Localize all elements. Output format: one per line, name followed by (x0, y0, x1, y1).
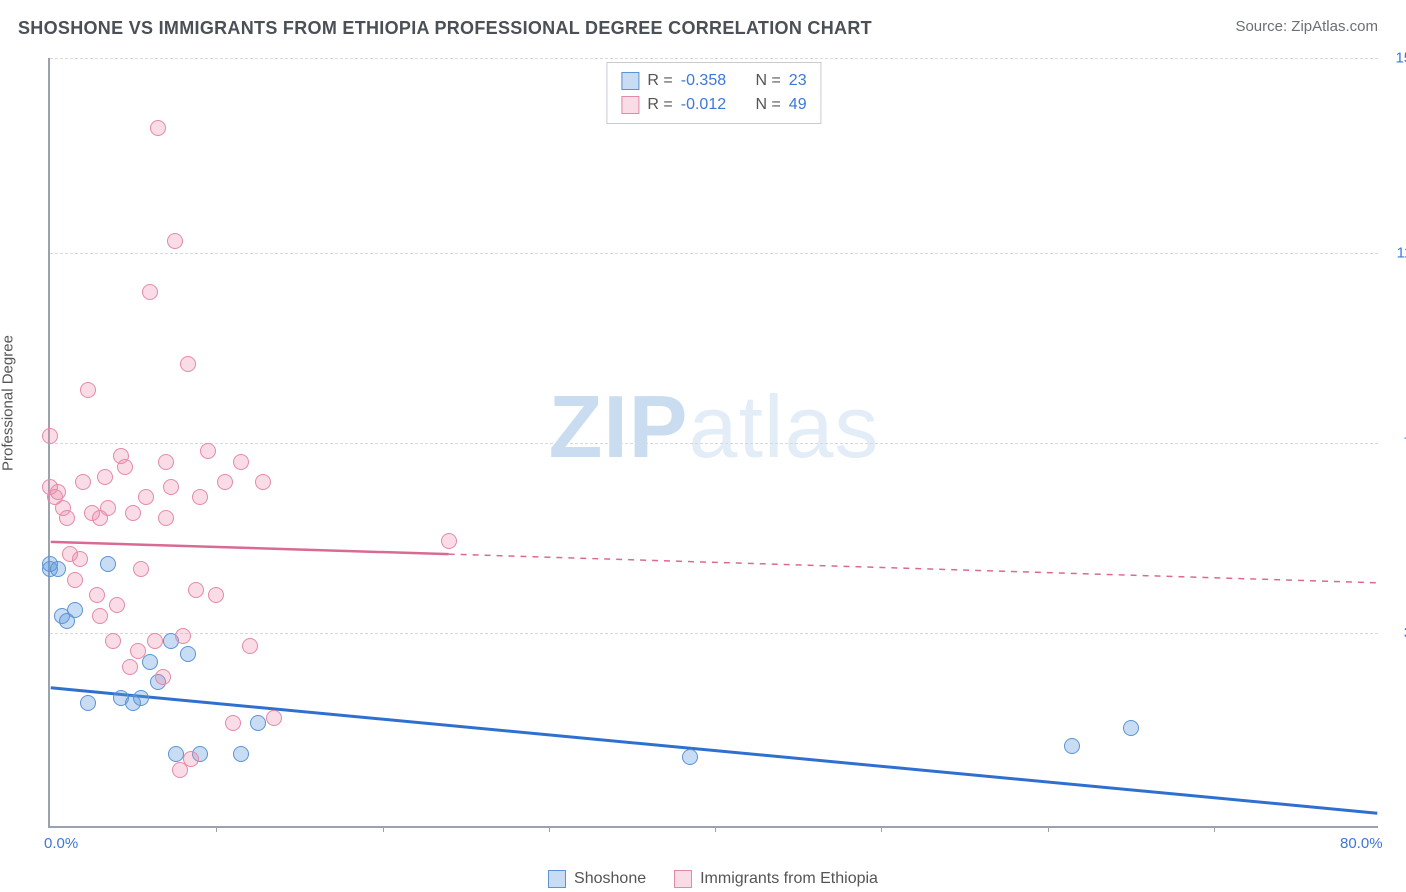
data-point (50, 484, 66, 500)
data-point (67, 572, 83, 588)
x-minor-tick (216, 826, 217, 832)
plot-area: ZIPatlas R = -0.358 N = 23R = -0.012 N =… (48, 58, 1378, 828)
n-value: 49 (789, 93, 807, 117)
stats-legend-row: R = -0.358 N = 23 (621, 69, 806, 93)
data-point (188, 582, 204, 598)
data-point (233, 746, 249, 762)
x-tick-label: 0.0% (44, 835, 78, 852)
data-point (150, 120, 166, 136)
trend-line-solid (51, 542, 449, 554)
legend-swatch (621, 72, 639, 90)
trend-line-dashed (449, 554, 1378, 583)
trend-lines-layer (50, 58, 1378, 826)
data-point (138, 489, 154, 505)
x-minor-tick (1214, 826, 1215, 832)
data-point (167, 233, 183, 249)
trend-line-solid (51, 688, 1378, 813)
x-minor-tick (881, 826, 882, 832)
data-point (155, 669, 171, 685)
data-point (142, 284, 158, 300)
data-point (89, 587, 105, 603)
bottom-legend-item: Immigrants from Ethiopia (674, 870, 878, 888)
data-point (59, 510, 75, 526)
data-point (175, 628, 191, 644)
data-point (147, 633, 163, 649)
n-label: N = (755, 93, 780, 117)
y-axis-label: Professional Degree (0, 335, 17, 471)
x-minor-tick (1048, 826, 1049, 832)
data-point (180, 356, 196, 372)
data-point (1064, 738, 1080, 754)
y-tick-label: 15.0% (1395, 50, 1406, 67)
x-minor-tick (383, 826, 384, 832)
data-point (168, 746, 184, 762)
r-label: R = (647, 69, 672, 93)
data-point (100, 556, 116, 572)
data-point (80, 382, 96, 398)
bottom-legend: Shoshone Immigrants from Ethiopia (48, 870, 1378, 888)
chart-title: SHOSHONE VS IMMIGRANTS FROM ETHIOPIA PRO… (18, 18, 872, 39)
data-point (72, 551, 88, 567)
data-point (255, 474, 271, 490)
data-point (105, 633, 121, 649)
data-point (125, 505, 141, 521)
data-point (109, 597, 125, 613)
legend-label: Immigrants from Ethiopia (700, 870, 878, 888)
x-minor-tick (715, 826, 716, 832)
stats-legend: R = -0.358 N = 23R = -0.012 N = 49 (606, 62, 821, 124)
legend-swatch (548, 870, 566, 888)
data-point (92, 608, 108, 624)
data-point (92, 510, 108, 526)
data-point (158, 510, 174, 526)
grid-line (50, 443, 1378, 444)
chart-container: Professional Degree ZIPatlas R = -0.358 … (0, 50, 1406, 892)
r-label: R = (647, 93, 672, 117)
data-point (242, 638, 258, 654)
data-point (50, 561, 66, 577)
x-minor-tick (549, 826, 550, 832)
data-point (441, 533, 457, 549)
data-point (75, 474, 91, 490)
data-point (133, 561, 149, 577)
r-value: -0.358 (681, 69, 726, 93)
data-point (42, 428, 58, 444)
data-point (225, 715, 241, 731)
source-label: Source: ZipAtlas.com (1235, 18, 1378, 35)
data-point (183, 751, 199, 767)
legend-swatch (674, 870, 692, 888)
stats-legend-row: R = -0.012 N = 49 (621, 93, 806, 117)
data-point (122, 659, 138, 675)
legend-label: Shoshone (574, 870, 646, 888)
data-point (117, 459, 133, 475)
data-point (67, 602, 83, 618)
n-label: N = (755, 69, 780, 93)
data-point (1123, 720, 1139, 736)
data-point (133, 690, 149, 706)
data-point (130, 643, 146, 659)
data-point (208, 587, 224, 603)
r-value: -0.012 (681, 93, 726, 117)
data-point (200, 443, 216, 459)
data-point (233, 454, 249, 470)
data-point (266, 710, 282, 726)
data-point (217, 474, 233, 490)
x-tick-label: 80.0% (1340, 835, 1383, 852)
data-point (250, 715, 266, 731)
y-tick-label: 11.2% (1397, 245, 1406, 262)
data-point (163, 479, 179, 495)
legend-swatch (621, 96, 639, 114)
data-point (158, 454, 174, 470)
data-point (682, 749, 698, 765)
grid-line (50, 253, 1378, 254)
data-point (180, 646, 196, 662)
grid-line (50, 633, 1378, 634)
bottom-legend-item: Shoshone (548, 870, 646, 888)
grid-line (50, 58, 1378, 59)
data-point (80, 695, 96, 711)
data-point (192, 489, 208, 505)
n-value: 23 (789, 69, 807, 93)
data-point (97, 469, 113, 485)
